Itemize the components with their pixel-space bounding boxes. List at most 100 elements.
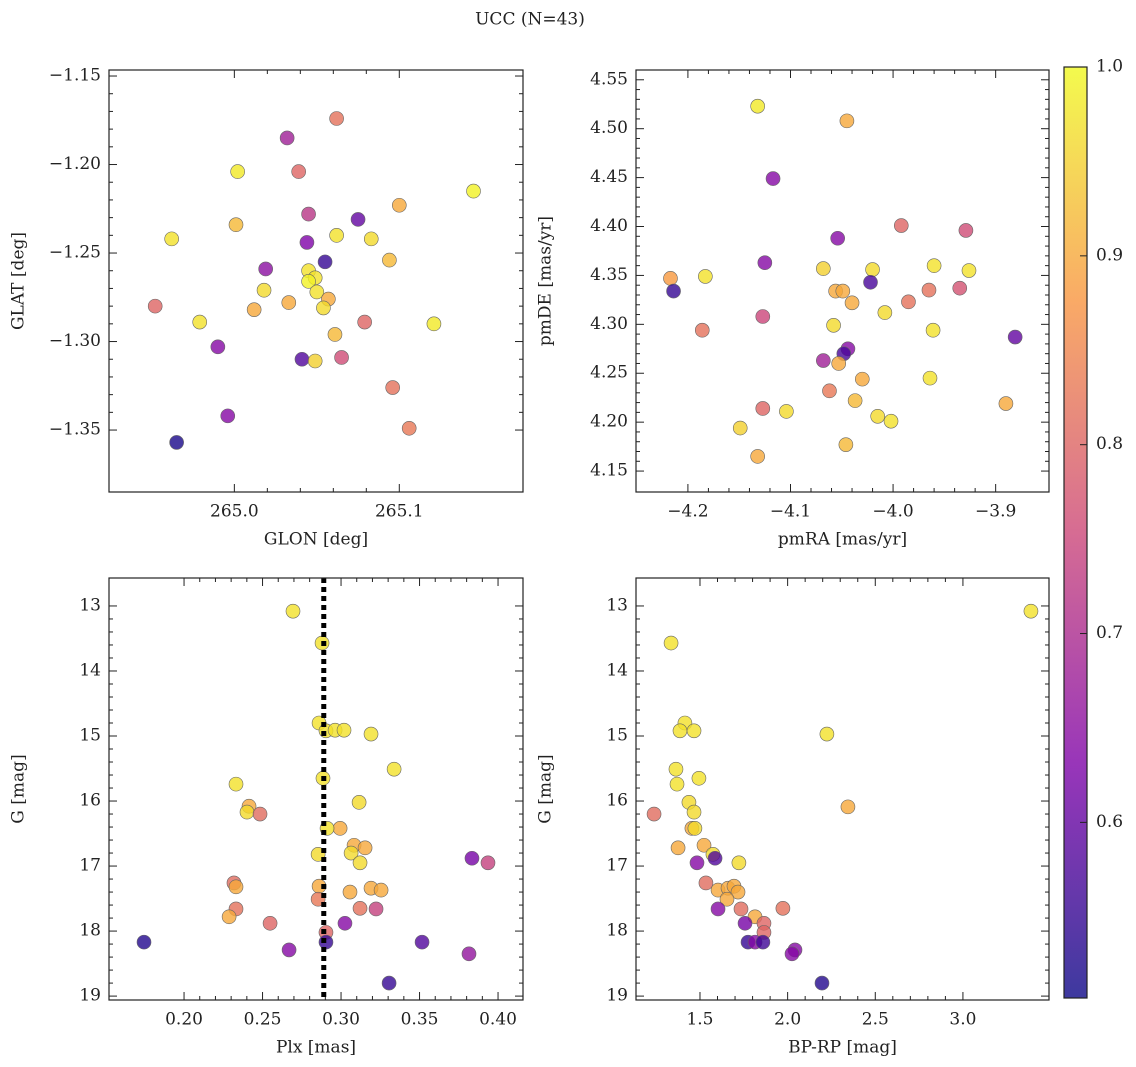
point: [363, 726, 379, 742]
point: [733, 901, 749, 917]
point: [698, 875, 714, 891]
panel: 1.5 2.0 2.5 3.0 13 14 15 16 17 18 19 BP-RP [mag] G […: [536, 577, 1050, 1058]
colorbar-tick-label: 1.0: [1096, 57, 1123, 77]
y-tick-label: −1.20: [49, 154, 101, 174]
point: [844, 295, 860, 311]
point: [730, 884, 746, 900]
point: [316, 300, 331, 316]
point: [854, 371, 870, 387]
x-tick-label: −4.0: [872, 502, 913, 522]
point: [307, 353, 323, 369]
figure-title: UCC (N=43): [475, 10, 585, 30]
point: [765, 171, 781, 186]
x-tick-label: 0.20: [165, 1010, 203, 1030]
point: [669, 776, 685, 792]
point: [309, 284, 325, 300]
x-tick-label: 2.0: [774, 1010, 801, 1030]
y-tick-label: 4.55: [590, 69, 628, 89]
point: [710, 901, 726, 917]
point: [666, 283, 681, 299]
y-tick-label: 15: [79, 726, 101, 746]
x-axis-label: GLON [deg]: [264, 530, 368, 550]
x-tick-label: 0.30: [322, 1010, 360, 1030]
point: [414, 934, 430, 950]
point: [958, 223, 974, 238]
point: [382, 252, 397, 268]
point: [294, 351, 310, 367]
point: [750, 449, 765, 464]
point: [719, 891, 735, 907]
y-tick-label: 15: [606, 726, 628, 746]
point: [373, 882, 389, 898]
point: [961, 263, 977, 278]
point: [922, 370, 938, 386]
point: [926, 258, 942, 273]
point: [147, 298, 163, 314]
y-tick-label: 16: [606, 791, 628, 811]
y-tick-label: 14: [606, 660, 628, 680]
y-axis-label: pmDE [mas/yr]: [536, 216, 556, 346]
y-tick-label: 4.50: [590, 118, 628, 138]
point: [870, 408, 885, 424]
x-tick-label: −4.2: [667, 502, 708, 522]
point: [775, 901, 791, 916]
point: [921, 282, 937, 298]
colorbar-tick-label: 0.9: [1096, 245, 1123, 265]
x-tick-label: 0.35: [401, 1010, 439, 1030]
point: [691, 770, 707, 786]
panel: −4.2 −4.1 −4.0 −3.9 4.15 4.20 4.25 4.30 4.35 4.40…: [536, 69, 1050, 550]
point: [332, 821, 348, 836]
point: [826, 318, 841, 333]
point: [228, 776, 244, 792]
point: [350, 212, 366, 227]
x-tick-label: 3.0: [949, 1010, 976, 1030]
point: [220, 408, 236, 424]
point: [337, 915, 353, 931]
point: [687, 821, 703, 836]
y-tick-label: 16: [79, 791, 101, 811]
point: [784, 946, 800, 962]
point: [663, 271, 678, 286]
point: [480, 855, 496, 871]
point: [670, 840, 686, 856]
point: [830, 230, 845, 246]
point: [755, 934, 771, 950]
point: [210, 339, 226, 355]
point: [228, 217, 244, 233]
point: [386, 761, 402, 777]
point: [466, 183, 481, 199]
point: [901, 294, 916, 310]
point: [336, 722, 352, 738]
y-tick-label: 13: [79, 595, 101, 615]
point: [381, 975, 397, 991]
point: [998, 396, 1014, 411]
point: [299, 235, 315, 250]
point: [835, 283, 851, 299]
point: [1023, 603, 1039, 619]
point: [750, 98, 765, 114]
point: [686, 723, 702, 739]
point: [461, 946, 477, 962]
point: [952, 280, 968, 296]
x-tick-label: 2.5: [862, 1010, 889, 1030]
point: [893, 218, 909, 233]
y-tick-label: 4.20: [590, 412, 628, 432]
panel: 0.20 0.25 0.30 0.35 0.40 13 14 15 16 17 18 19 Plx [m…: [9, 577, 524, 1058]
point: [329, 111, 344, 126]
point: [385, 380, 400, 395]
point: [327, 327, 343, 342]
point: [672, 723, 688, 739]
point: [426, 316, 442, 332]
y-tick-label: −1.15: [49, 66, 101, 86]
point: [464, 850, 480, 866]
x-tick-label: 265.0: [210, 502, 259, 522]
axes-frame: [635, 577, 1050, 1001]
point: [689, 855, 705, 871]
point: [698, 269, 713, 284]
point: [831, 356, 847, 371]
x-tick-label: 265.1: [375, 502, 424, 522]
point: [352, 855, 368, 871]
point: [838, 437, 854, 452]
point: [239, 804, 255, 820]
y-tick-label: 18: [606, 921, 628, 941]
